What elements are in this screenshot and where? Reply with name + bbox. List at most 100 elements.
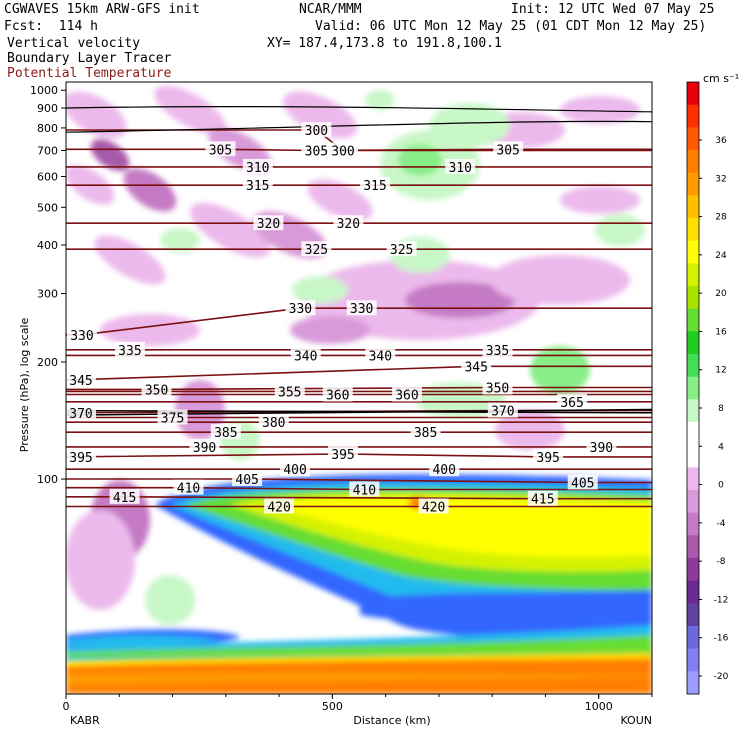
theta-contour-label: 370: [491, 405, 514, 420]
theta-label-bg: [482, 379, 513, 395]
theta-contour-label: 330: [350, 302, 373, 317]
theta-contour-label: 315: [246, 179, 269, 194]
y-tick-label: 200: [37, 356, 58, 369]
theta-contour-label: 345: [69, 374, 92, 389]
y-tick-label: 300: [37, 288, 58, 301]
theta-contour-label: 410: [177, 482, 200, 497]
theta-contour-label: 320: [257, 217, 280, 232]
theta-label-bg: [189, 438, 220, 454]
header-field-vertical-velocity: Vertical velocity: [7, 36, 141, 51]
theta-label-bg: [210, 424, 241, 440]
theta-contour-label: 325: [305, 243, 328, 258]
theta-label-bg: [109, 488, 140, 504]
y-tick-label: 900: [37, 102, 58, 115]
x-tick-label: 1000: [585, 700, 613, 713]
header-valid-time: Valid: 06 UTC Mon 12 May 25 (01 CDT Mon …: [315, 19, 707, 34]
theta-contour-label: 350: [145, 383, 168, 398]
y-tick-label: 800: [37, 122, 58, 135]
theta-contour-label: 400: [283, 463, 306, 478]
theta-contour-label: 415: [113, 491, 136, 506]
colorbar-tick-label: 4: [718, 442, 724, 452]
theta-label-bg: [205, 141, 236, 157]
theta-label-bg: [391, 386, 422, 402]
theta-label-bg: [232, 471, 263, 487]
theta-label-bg: [557, 393, 588, 409]
theta-label-bg: [461, 358, 492, 374]
colorbar-swatch: [687, 490, 699, 514]
y-tick-label: 100: [37, 473, 58, 486]
y-axis: 100 200 300 400 500 600 700 800 900 1000: [30, 84, 66, 486]
theta-contour-label: 370: [69, 407, 92, 422]
theta-label-bg: [285, 300, 316, 316]
colorbar-tick-label: 20: [715, 289, 727, 299]
theta-contour-label: 405: [235, 473, 258, 488]
colorbar-tick-label: -16: [714, 634, 729, 644]
theta-contour-label: 305: [209, 143, 232, 158]
theta-contour-line: [66, 496, 652, 500]
colorbar-swatch: [687, 467, 699, 491]
colorbar-tick-label: 16: [715, 327, 727, 337]
theta-contour-label: 305: [496, 143, 519, 158]
theta-label-bg: [301, 122, 332, 138]
theta-contour-line: [66, 365, 652, 381]
colorbar-tick-label: 32: [715, 174, 726, 184]
theta-contour-label: 360: [326, 388, 349, 403]
colorbar-swatch: [687, 195, 699, 219]
header-forecast-hour: Fcst: 114 h: [4, 19, 98, 34]
theta-label-bg: [66, 404, 96, 420]
colorbar-tick-label: 0: [718, 481, 724, 491]
theta-contour-label: 365: [560, 396, 583, 411]
theta-contour-label: 385: [214, 426, 237, 441]
colorbar-swatch: [687, 671, 699, 695]
x-tick-label: 0: [63, 700, 70, 713]
header-model: CGWAVES 15km ARW-GFS init: [4, 2, 200, 17]
theta-label-bg: [264, 498, 295, 514]
theta-label-bg: [482, 341, 513, 357]
theta-label-bg: [66, 448, 96, 464]
colorbar-tick-label: -4: [717, 519, 726, 529]
theta-label-bg: [290, 347, 321, 363]
y-tick-label: 1000: [30, 84, 58, 97]
theta-contour-label: 385: [414, 426, 437, 441]
colorbar-swatch: [687, 376, 699, 400]
colorbar-tick-label: -12: [714, 595, 729, 605]
header-init: Init: 12 UTC Wed 07 May 25: [511, 2, 715, 17]
theta-contour-label: 310: [448, 161, 471, 176]
theta-label-bg: [346, 300, 377, 316]
left-endpoint-label: KABR: [70, 714, 100, 727]
theta-label-bg: [493, 141, 524, 157]
theta-label-bg: [157, 409, 188, 425]
theta-contour-label: 360: [395, 388, 418, 403]
theta-label-bg: [301, 142, 332, 158]
theta-contour-label: 355: [278, 385, 301, 400]
theta-contour-label: 395: [331, 448, 354, 463]
theta-contour-label: 420: [422, 500, 445, 515]
colorbar-tick-label: 8: [718, 404, 724, 414]
theta-label-bg: [429, 461, 460, 477]
theta-contour-label: 415: [531, 493, 554, 508]
x-axis-label: Distance (km): [353, 714, 430, 727]
theta-label-bg: [274, 383, 305, 399]
theta-label-bg: [258, 414, 289, 430]
colorbar-tick-label: -8: [717, 557, 726, 567]
theta-contour-line: [66, 486, 652, 491]
header-cross-section-endpoints: XY= 187.4,173.8 to 191.8,100.1: [267, 36, 502, 51]
colorbar-swatch: [687, 444, 699, 468]
theta-label-bg: [586, 438, 617, 454]
theta-contour-label: 330: [70, 329, 93, 344]
theta-contour-label: 320: [337, 217, 360, 232]
y-tick-label: 500: [37, 201, 58, 214]
tracer-contour-line: [66, 120, 652, 133]
theta-contour-label: 345: [464, 360, 487, 375]
theta-label-bg: [253, 215, 284, 231]
x-tick-label: 500: [322, 700, 343, 713]
y-tick-label: 700: [37, 144, 58, 157]
theta-label-bg: [533, 448, 564, 464]
theta-label-bg: [418, 498, 449, 514]
theta-label-bg: [66, 371, 96, 387]
theta-label-bg: [114, 341, 145, 357]
theta-label-bg: [322, 386, 353, 402]
theta-contour-label: 305: [305, 144, 328, 159]
colorbar-swatch: [687, 558, 699, 582]
